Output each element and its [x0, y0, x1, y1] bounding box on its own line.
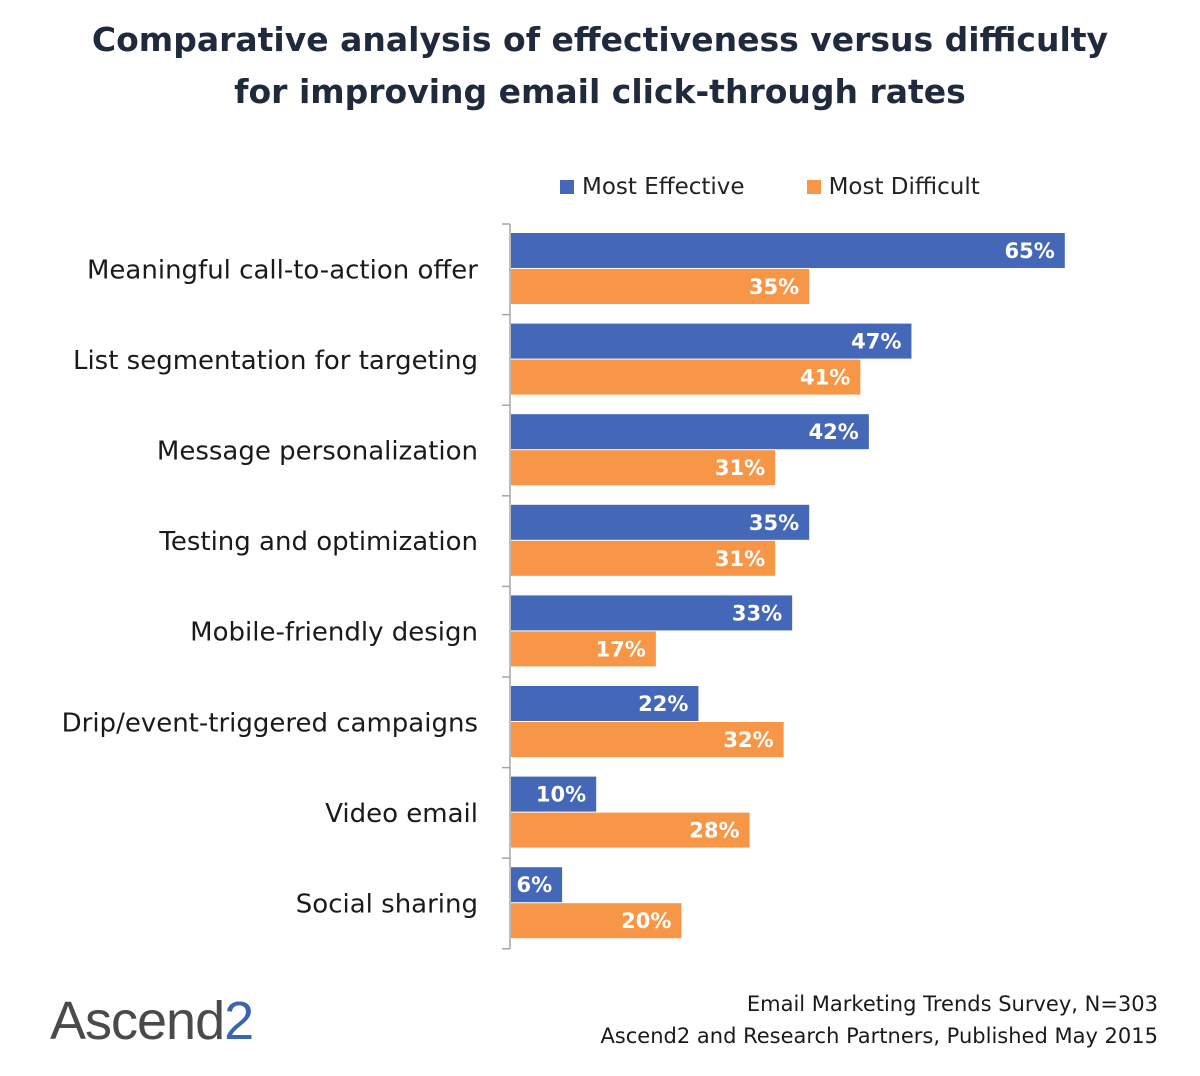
data-label-most-effective-message-personalization: 42%: [809, 420, 859, 444]
data-label-most-difficult-social-sharing: 20%: [621, 909, 671, 933]
category-label-video-email: Video email: [325, 799, 478, 829]
category-label-drip-event-triggered-campaigns: Drip/event-triggered campaigns: [62, 708, 478, 738]
bar-most-effective-video-email: [511, 776, 597, 812]
data-label-most-effective-testing-and-optimization: 35%: [749, 511, 799, 535]
bar-most-difficult-drip-event-triggered-campaigns: [511, 722, 784, 757]
category-label-meaningful-call-to-action-offer: Meaningful call-to-action offer: [87, 255, 478, 285]
data-label-most-difficult-video-email: 28%: [689, 819, 739, 843]
legend-swatch-most-difficult: [806, 180, 821, 194]
data-label-most-effective-meaningful-call-to-action-offer: 65%: [1005, 239, 1055, 263]
data-label-most-effective-video-email: 10%: [536, 783, 586, 807]
bar-most-effective-list-segmentation-for-targeting: [511, 323, 912, 359]
category-label-list-segmentation-for-targeting: List segmentation for targeting: [73, 346, 478, 376]
legend-swatch-most-effective: [560, 180, 574, 194]
data-label-most-difficult-testing-and-optimization: 31%: [715, 547, 765, 571]
legend-item-most-difficult: Most Difficult: [806, 174, 980, 200]
ascend2-logo: Ascend2: [50, 990, 254, 1052]
bar-most-difficult-message-personalization: [511, 450, 776, 486]
chart-title-line-1: Comparative analysis of effectiveness ve…: [91, 20, 1109, 59]
data-label-most-effective-social-sharing: 6%: [516, 873, 552, 897]
source-line-2: Ascend2 and Research Partners, Published…: [600, 1024, 1158, 1048]
data-label-most-difficult-meaningful-call-to-action-offer: 35%: [749, 275, 799, 299]
legend: Most Effective Most Difficult: [560, 174, 980, 200]
legend-label-most-difficult: Most Difficult: [828, 174, 980, 200]
data-label-most-difficult-mobile-friendly-design: 17%: [596, 637, 646, 661]
bar-most-difficult-social-sharing: [511, 903, 682, 939]
data-label-most-effective-drip-event-triggered-campaigns: 22%: [638, 692, 688, 716]
bar-most-effective-message-personalization: [511, 414, 869, 450]
legend-label-most-effective: Most Effective: [582, 174, 745, 200]
bar-most-difficult-list-segmentation-for-targeting: [511, 359, 861, 395]
data-label-most-effective-mobile-friendly-design: 33%: [732, 601, 782, 625]
bar-most-effective-social-sharing: [511, 867, 563, 903]
bar-most-effective-meaningful-call-to-action-offer: [511, 233, 1065, 268]
source-line-1: Email Marketing Trends Survey, N=303: [746, 992, 1158, 1016]
bar-most-effective-mobile-friendly-design: [511, 595, 793, 631]
bar-most-difficult-testing-and-optimization: [511, 540, 776, 576]
data-label-most-difficult-list-segmentation-for-targeting: 41%: [800, 366, 850, 390]
category-label-message-personalization: Message personalization: [157, 437, 478, 467]
bar-most-effective-drip-event-triggered-campaigns: [511, 686, 699, 721]
logo-text: Ascend: [50, 991, 225, 1051]
bar-most-effective-testing-and-optimization: [511, 504, 810, 540]
data-label-most-difficult-message-personalization: 31%: [715, 456, 765, 480]
source-note: Email Marketing Trends Survey, N=303 Asc…: [600, 988, 1158, 1052]
data-label-most-difficult-drip-event-triggered-campaigns: 32%: [723, 728, 773, 752]
legend-item-most-effective: Most Effective: [560, 174, 745, 200]
logo-number: 2: [224, 991, 254, 1051]
category-label-mobile-friendly-design: Mobile-friendly design: [190, 618, 478, 648]
bar-most-difficult-mobile-friendly-design: [511, 631, 656, 667]
chart-title-line-2: for improving email click-through rates: [234, 72, 966, 111]
bar-most-difficult-meaningful-call-to-action-offer: [511, 269, 810, 304]
data-label-most-effective-list-segmentation-for-targeting: 47%: [851, 330, 901, 354]
category-label-testing-and-optimization: Testing and optimization: [158, 527, 478, 557]
chart-title: Comparative analysis of effectiveness ve…: [0, 14, 1200, 118]
bar-most-difficult-video-email: [511, 812, 750, 848]
category-label-social-sharing: Social sharing: [296, 890, 478, 920]
